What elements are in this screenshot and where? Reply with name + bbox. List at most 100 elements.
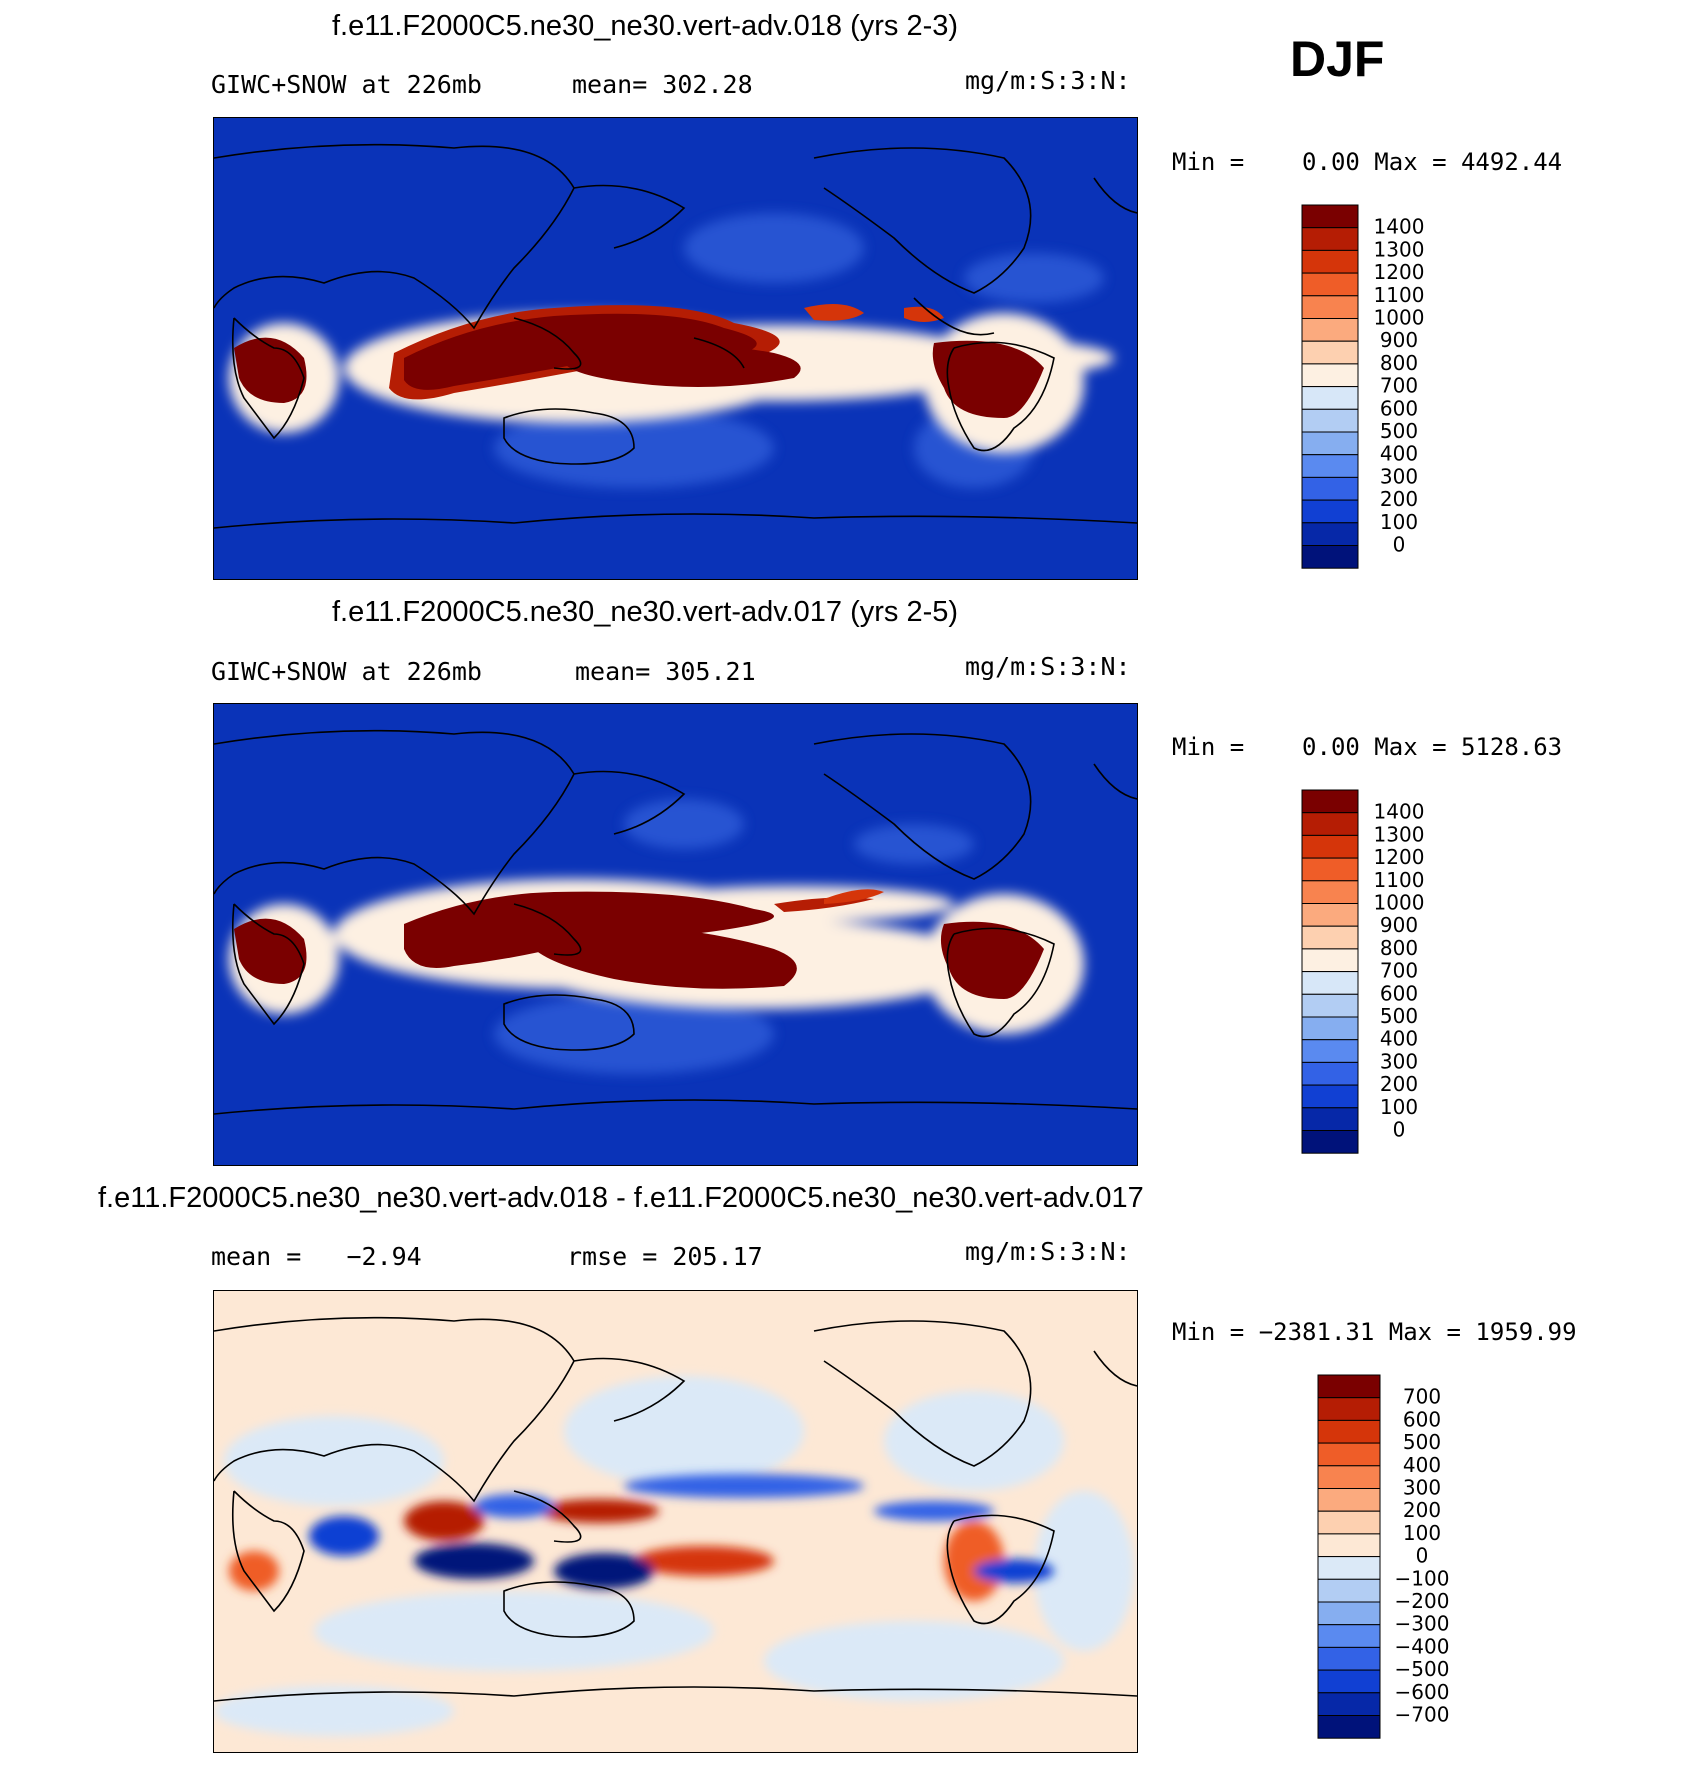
colorbar1-tick-label-2: 1200 <box>1374 260 1425 284</box>
colorbar1-box-13 <box>1301 499 1359 524</box>
panel2-core-bands <box>234 889 1044 999</box>
colorbar3-box-2 <box>1317 1419 1381 1444</box>
colorbar1-box-9 <box>1301 408 1359 433</box>
panel1-coastlines <box>214 143 1137 529</box>
colorbar2-tick-label-7: 700 <box>1380 959 1418 983</box>
colorbar2-tick-label-10: 400 <box>1380 1027 1418 1051</box>
colorbar1-tick-label-4: 1000 <box>1374 306 1425 330</box>
colorbar2-box-11 <box>1301 1039 1359 1063</box>
colorbar3-box-10 <box>1317 1601 1381 1626</box>
panel1-core-bands <box>234 304 1044 418</box>
colorbar1-tick-label-14: 0 <box>1393 533 1406 557</box>
panel2-map-svg <box>214 704 1137 1165</box>
colorbar1-box-7 <box>1301 363 1359 388</box>
panel1-colorbar-svg: 1400130012001100100090080070060050040030… <box>1301 204 1425 569</box>
panel3-map <box>213 1290 1138 1753</box>
panel3-minmax: Min = −2381.31 Max = 1959.99 <box>1172 1318 1577 1346</box>
panel3-map-svg <box>214 1291 1137 1752</box>
colorbar1-box-4 <box>1301 295 1359 320</box>
colorbar1-tick-label-12: 200 <box>1380 487 1418 511</box>
colorbar1-box-0 <box>1301 204 1359 229</box>
colorbar2-box-10 <box>1301 1016 1359 1041</box>
colorbar2-box-9 <box>1301 993 1359 1018</box>
colorbar3-tick-label-9: −200 <box>1395 1589 1450 1613</box>
colorbar2-tick-label-1: 1300 <box>1374 822 1425 846</box>
colorbar3-tick-label-5: 200 <box>1403 1498 1441 1522</box>
colorbar3-box-9 <box>1317 1578 1381 1603</box>
colorbar2-box-1 <box>1301 812 1359 836</box>
colorbar1-box-5 <box>1301 318 1359 342</box>
colorbar1-tick-label-1: 1300 <box>1374 237 1425 261</box>
colorbar2-box-14 <box>1301 1107 1359 1131</box>
panel3-colorbar-svg: 7006005004003002001000−100−200−300−400−5… <box>1317 1374 1450 1739</box>
colorbar3-tick-label-3: 400 <box>1403 1453 1441 1477</box>
colorbar3-tick-label-1: 600 <box>1403 1407 1441 1431</box>
colorbar3-tick-label-0: 700 <box>1403 1385 1441 1409</box>
colorbar3-tick-label-11: −400 <box>1395 1634 1450 1658</box>
colorbar2-tick-label-12: 200 <box>1380 1072 1418 1096</box>
colorbar2-box-2 <box>1301 834 1359 859</box>
colorbar1-tick-label-5: 900 <box>1380 328 1418 352</box>
colorbar1-box-14 <box>1301 522 1359 546</box>
colorbar2-box-12 <box>1301 1061 1359 1086</box>
panel3-coastlines <box>214 1316 1137 1702</box>
colorbar3-box-13 <box>1317 1669 1381 1694</box>
colorbar3-box-6 <box>1317 1510 1381 1535</box>
panel1-variable-label: GIWC+SNOW at 226mb <box>211 70 482 99</box>
colorbar1-box-8 <box>1301 386 1359 410</box>
colorbar1-tick-label-8: 600 <box>1380 396 1418 420</box>
colorbar3-box-8 <box>1317 1556 1381 1580</box>
colorbar3-tick-label-7: 0 <box>1416 1544 1429 1568</box>
panel2-coastlines <box>214 729 1137 1115</box>
colorbar2-box-3 <box>1301 857 1359 882</box>
panel1-map-svg <box>214 118 1137 579</box>
colorbar3-box-15 <box>1317 1715 1381 1739</box>
colorbar2-box-7 <box>1301 948 1359 973</box>
panel1-title: f.e11.F2000C5.ne30_ne30.vert-adv.018 (yr… <box>332 10 959 42</box>
colorbar3-box-12 <box>1317 1646 1381 1671</box>
colorbar1-tick-label-13: 100 <box>1380 510 1418 534</box>
season-label: DJF <box>1290 31 1385 87</box>
colorbar3-box-14 <box>1317 1692 1381 1716</box>
colorbar3-tick-label-4: 300 <box>1403 1476 1441 1500</box>
panel1-map <box>213 117 1138 580</box>
colorbar3-tick-label-2: 500 <box>1403 1430 1441 1454</box>
panel1-colorbar: 1400 1300 1200 1100 1000 900 800 700 600 500 400 30… <box>1301 204 1452 570</box>
colorbar1-tick-label-3: 1100 <box>1374 283 1425 307</box>
colorbar3-box-1 <box>1317 1397 1381 1421</box>
colorbar3-box-3 <box>1317 1442 1381 1467</box>
colorbar2-box-8 <box>1301 971 1359 995</box>
colorbar3-box-7 <box>1317 1533 1381 1558</box>
colorbar2-tick-label-6: 800 <box>1380 936 1418 960</box>
panel3-negative-light <box>214 1376 1134 1736</box>
colorbar2-tick-label-8: 600 <box>1380 981 1418 1005</box>
colorbar2-tick-label-11: 300 <box>1380 1049 1418 1073</box>
colorbar2-tick-label-0: 1400 <box>1374 800 1425 824</box>
panel2-minmax: Min = 0.00 Max = 5128.63 <box>1172 733 1563 761</box>
colorbar2-box-6 <box>1301 925 1359 950</box>
colorbar1-tick-label-7: 700 <box>1380 374 1418 398</box>
colorbar3-tick-label-10: −300 <box>1395 1612 1450 1636</box>
colorbar3-tick-label-13: −600 <box>1395 1680 1450 1704</box>
colorbar3-box-0 <box>1317 1374 1381 1399</box>
colorbar3-box-5 <box>1317 1488 1381 1512</box>
colorbar1-tick-label-6: 800 <box>1380 351 1418 375</box>
panel3-title: f.e11.F2000C5.ne30_ne30.vert-adv.018 - f… <box>98 1182 1144 1214</box>
colorbar2-tick-label-5: 900 <box>1380 913 1418 937</box>
colorbar2-box-5 <box>1301 903 1359 927</box>
panel2-map <box>213 703 1138 1166</box>
panel2-variable-label: GIWC+SNOW at 226mb <box>211 657 482 686</box>
colorbar1-tick-label-0: 1400 <box>1374 215 1425 239</box>
panel2-colorbar-svg: 1400130012001100100090080070060050040030… <box>1301 789 1425 1154</box>
colorbar2-box-15 <box>1301 1130 1359 1154</box>
panel1-minmax: Min = 0.00 Max = 4492.44 <box>1172 148 1563 176</box>
panel3-anomalies <box>229 1474 1054 1601</box>
panel2-mean-label: mean= 305.21 <box>575 657 756 686</box>
panel1-units: mg/m:S:3:N: <box>965 66 1131 95</box>
panel3-mean-label: mean = −2.94 <box>211 1242 422 1271</box>
colorbar1-tick-label-9: 500 <box>1380 419 1418 443</box>
colorbar1-box-3 <box>1301 272 1359 297</box>
colorbar3-box-4 <box>1317 1465 1381 1490</box>
panel3-colorbar: 700 600 500 400 300 200 100 0 −100 −200 −300 −400 −5… <box>1317 1374 1478 1740</box>
colorbar2-tick-label-13: 100 <box>1380 1095 1418 1119</box>
